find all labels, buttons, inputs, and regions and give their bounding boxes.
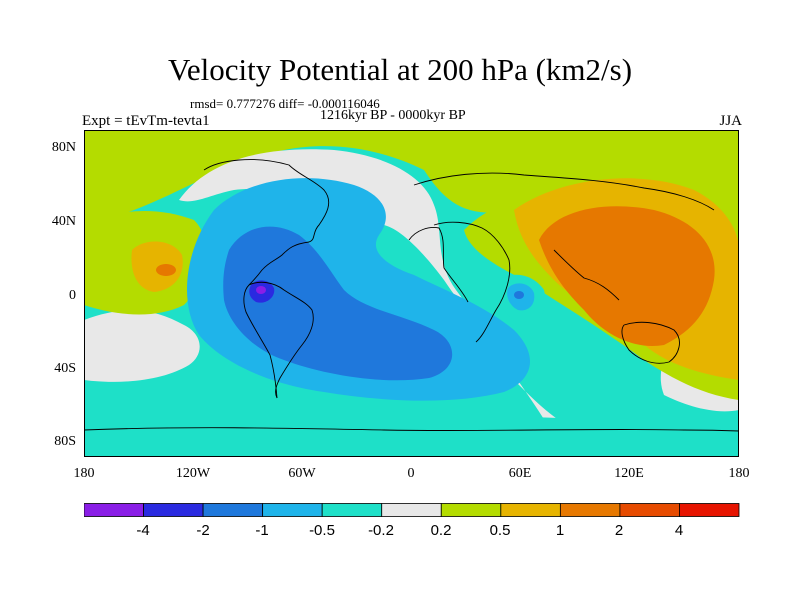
x-tick-label: 0 <box>407 466 415 481</box>
stats-line: rmsd= 0.777276 diff= -0.000116046 <box>190 96 380 111</box>
colorbar-swatch <box>679 503 740 517</box>
colorbar-swatch <box>559 503 621 517</box>
strong-negative-center <box>256 286 266 294</box>
x-tick-label: 180 <box>728 466 750 481</box>
north-positive-band <box>84 130 739 270</box>
y-tick-label: 40S <box>54 361 76 376</box>
colorbar-swatch <box>143 503 204 517</box>
colorbar-label: -0.5 <box>309 522 335 539</box>
colorbar-label: 2 <box>614 522 624 539</box>
colorbar-label: -0.2 <box>368 522 394 539</box>
season-label: JJA <box>719 113 742 129</box>
north-pacific-positive <box>156 263 176 277</box>
colorbar-label: 0.5 <box>489 522 511 539</box>
south-neutral-zone <box>84 310 200 382</box>
colorbar-label: -2 <box>196 522 210 539</box>
eastern-positive-region <box>539 206 715 346</box>
colorbar-swatch <box>262 503 323 517</box>
map-frame <box>84 130 739 457</box>
colorbar-swatch <box>500 503 561 517</box>
map-plot <box>84 130 739 457</box>
x-tick-label: 120E <box>614 466 644 481</box>
colorbar-swatch <box>381 503 442 517</box>
north-pacific-positive <box>131 241 183 292</box>
colorbar-swatch <box>202 503 264 517</box>
colorbar-label: -4 <box>136 522 150 539</box>
y-tick-label: 40N <box>51 214 76 229</box>
colorbar-label: 0.2 <box>430 522 452 539</box>
x-tick-label: 60E <box>508 466 532 481</box>
colorbar-label: -1 <box>255 522 269 539</box>
southern-band <box>84 405 739 457</box>
colorbar-swatch <box>440 503 502 517</box>
experiment-label: Expt = tEvTm-tevta1 <box>82 113 210 129</box>
indian-ocean-negative <box>514 291 524 299</box>
colorbar-label: 4 <box>674 522 684 539</box>
chart-title: Velocity Potential at 200 hPa (km2/s) <box>167 52 633 87</box>
colorbar-swatch <box>321 503 383 517</box>
period-label: 1216kyr BP - 0000kyr BP <box>320 108 466 123</box>
y-tick-label: 80S <box>54 434 76 449</box>
x-tick-label: 180 <box>73 466 95 481</box>
colorbar-swatch <box>619 503 680 517</box>
x-tick-label: 60W <box>288 466 316 481</box>
colorbar-swatch <box>84 503 144 517</box>
y-tick-label: 80N <box>51 140 76 155</box>
colorbar <box>84 503 740 517</box>
coastlines <box>84 159 739 432</box>
x-tick-label: 120W <box>175 466 211 481</box>
y-tick-label: 0 <box>69 288 76 303</box>
western-negative-region <box>223 226 453 381</box>
colorbar-label: 1 <box>555 522 565 539</box>
